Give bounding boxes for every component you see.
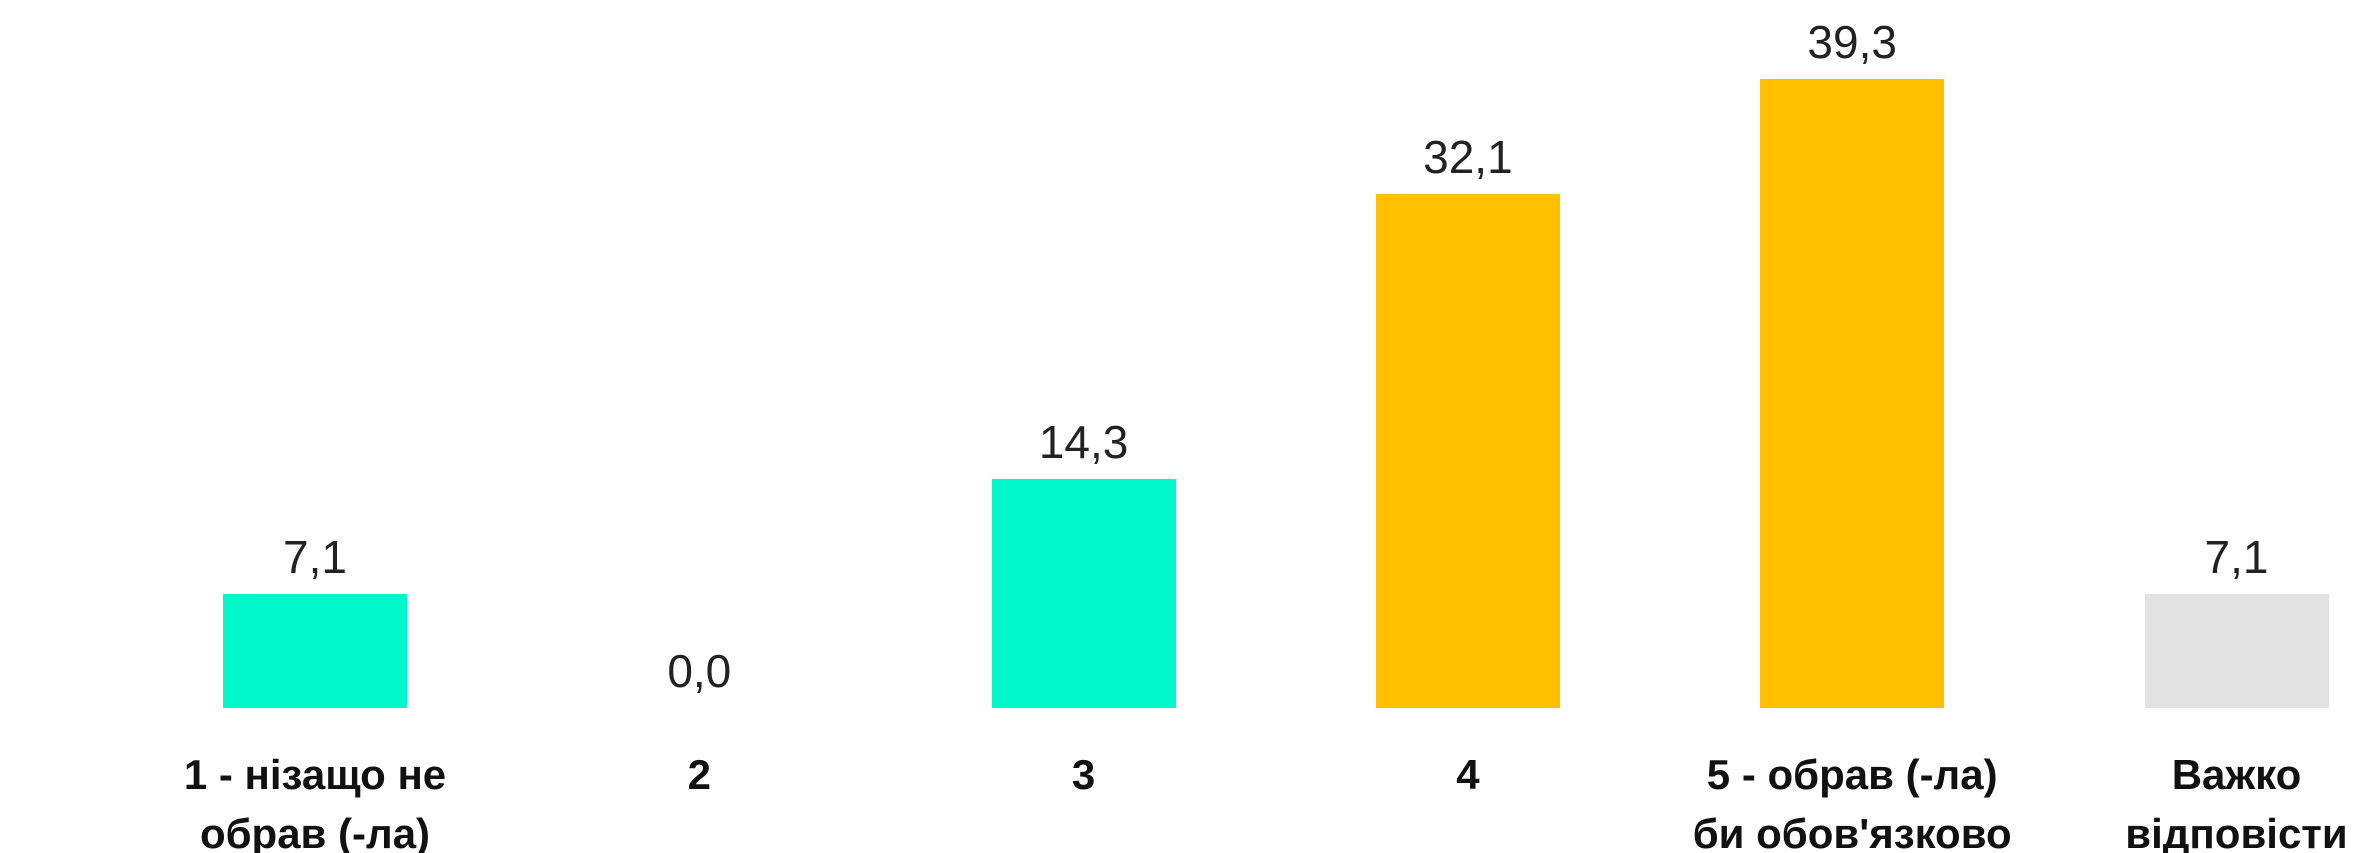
- value-label: 32,1: [1423, 131, 1513, 184]
- value-label: 14,3: [1038, 416, 1129, 469]
- x-tick-label: 3: [1071, 751, 1096, 798]
- x-tick-label: 4: [1456, 751, 1480, 798]
- value-label: 7,1: [283, 531, 347, 584]
- x-tick-label: 2: [687, 751, 711, 798]
- value-label: 0,0: [667, 645, 732, 697]
- x-tick-label: Важко відповісти: [2125, 751, 2348, 853]
- bar: [1375, 194, 1560, 708]
- x-tick-label: 5 - обрав (-ла) би обов'язково: [1692, 751, 2012, 853]
- x-tick-label: 1 - нізащо не обрав (-ла): [183, 751, 447, 853]
- value-label: 39,3: [1807, 16, 1897, 69]
- bar: [1760, 79, 1945, 708]
- bar: [991, 479, 1176, 708]
- bar: [223, 594, 407, 708]
- bar: [2144, 594, 2329, 708]
- value-label: 7,1: [2204, 531, 2269, 584]
